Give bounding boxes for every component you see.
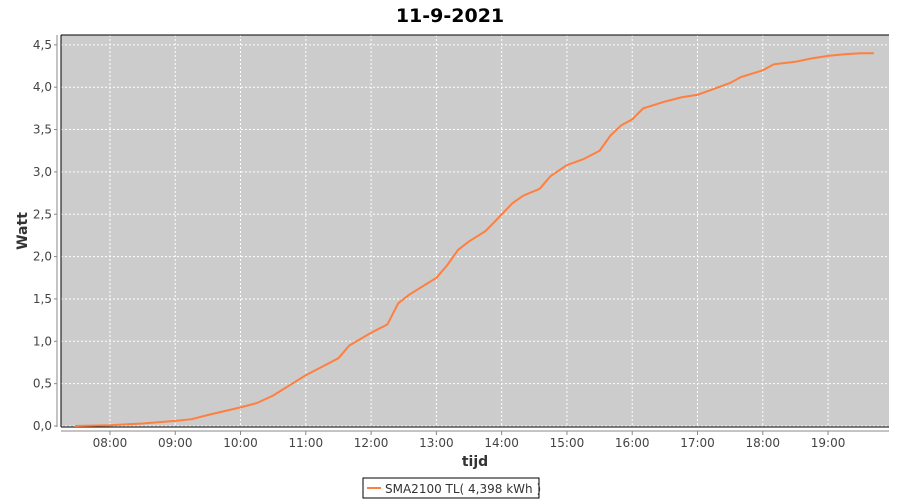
plot-area: [61, 35, 889, 427]
x-tick-label: 12:00: [354, 436, 389, 450]
x-axis-label: tijd: [462, 454, 488, 470]
y-tick-label: 3,5: [33, 123, 52, 137]
x-tick-label: 09:00: [158, 436, 193, 450]
y-tick-label: 3,0: [33, 165, 52, 179]
y-tick-label: 2,5: [33, 207, 52, 221]
x-tick-label: 11:00: [289, 436, 324, 450]
x-tick-label: 10:00: [223, 436, 258, 450]
chart-title: 11-9-2021: [396, 5, 504, 27]
y-tick-label: 0,0: [33, 419, 52, 433]
series-line: [75, 52, 874, 427]
x-tick-label: 16:00: [615, 436, 650, 450]
legend: SMA2100 TL( 4,398 kWh ): [362, 477, 541, 499]
y-tick-label: 1,0: [33, 334, 52, 348]
y-tick-label: 0,5: [33, 377, 52, 391]
x-tick-label: 18:00: [745, 436, 780, 450]
legend-label: SMA2100 TL( 4,398 kWh ): [385, 482, 541, 496]
x-tick-label: 15:00: [550, 436, 585, 450]
y-tick-label: 4,0: [33, 80, 52, 94]
y-tick-label: 1,5: [33, 292, 52, 306]
x-tick-label: 14:00: [484, 436, 519, 450]
y-tick-label: 4,5: [33, 38, 52, 52]
x-tick-label: 08:00: [93, 436, 128, 450]
y-axis-label: Watt: [15, 212, 31, 250]
y-tick-label: 2,0: [33, 250, 52, 264]
x-tick-label: 19:00: [811, 436, 846, 450]
x-tick-label: 17:00: [680, 436, 715, 450]
x-tick-label: 13:00: [419, 436, 454, 450]
